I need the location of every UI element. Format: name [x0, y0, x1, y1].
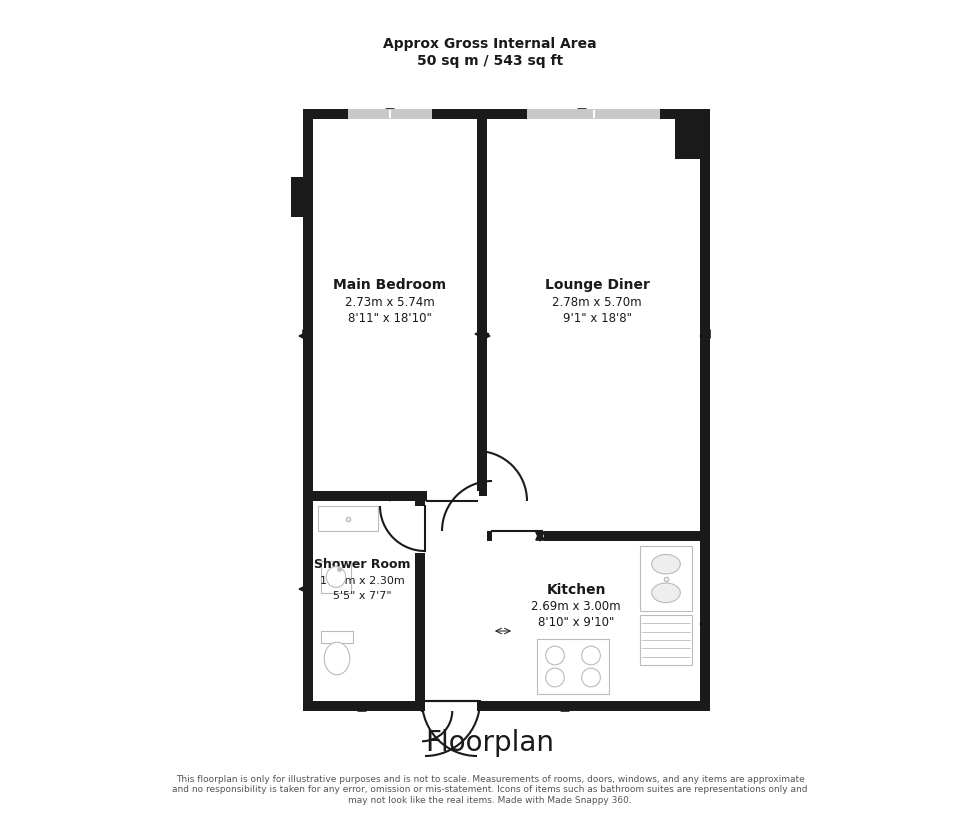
- Bar: [640, 615, 692, 665]
- Polygon shape: [386, 110, 394, 119]
- Text: Approx Gross Internal Area: Approx Gross Internal Area: [383, 37, 597, 51]
- Text: 8'10" x 9'10": 8'10" x 9'10": [538, 616, 614, 629]
- Bar: [320, 497, 390, 502]
- Circle shape: [582, 668, 601, 687]
- Bar: [477, 110, 487, 497]
- Bar: [477, 701, 710, 711]
- Polygon shape: [700, 333, 710, 341]
- Bar: [487, 532, 492, 542]
- Bar: [348, 110, 432, 120]
- Ellipse shape: [326, 567, 346, 588]
- Bar: [291, 178, 313, 217]
- Text: 2.73m x 5.74m: 2.73m x 5.74m: [345, 295, 435, 308]
- Polygon shape: [480, 330, 489, 339]
- Text: Shower Room: Shower Room: [314, 558, 411, 571]
- Ellipse shape: [652, 584, 680, 603]
- Bar: [415, 553, 425, 701]
- Polygon shape: [299, 333, 308, 341]
- Polygon shape: [578, 110, 586, 119]
- Bar: [303, 110, 313, 711]
- Polygon shape: [561, 702, 569, 711]
- Bar: [303, 110, 313, 711]
- Bar: [321, 561, 351, 594]
- Text: Lounge Diner: Lounge Diner: [545, 278, 650, 292]
- Bar: [303, 701, 710, 711]
- Polygon shape: [536, 533, 544, 542]
- Bar: [675, 110, 710, 160]
- Circle shape: [546, 646, 564, 665]
- Bar: [537, 640, 609, 694]
- Text: 2.69m x 3.00m: 2.69m x 3.00m: [531, 599, 620, 613]
- Text: 2.78m x 5.70m: 2.78m x 5.70m: [552, 295, 642, 308]
- Polygon shape: [299, 585, 308, 594]
- Bar: [348, 110, 432, 120]
- Bar: [321, 631, 353, 643]
- Circle shape: [582, 646, 601, 665]
- Bar: [675, 110, 710, 160]
- Bar: [415, 502, 425, 701]
- Bar: [492, 532, 547, 542]
- Polygon shape: [358, 702, 367, 711]
- Text: Floorplan: Floorplan: [425, 728, 555, 756]
- Bar: [477, 110, 487, 492]
- Bar: [544, 532, 700, 542]
- Bar: [313, 492, 427, 502]
- Text: 1.66m x 2.30m: 1.66m x 2.30m: [319, 575, 405, 585]
- Bar: [303, 701, 425, 711]
- Bar: [527, 110, 660, 120]
- Bar: [291, 178, 313, 217]
- Polygon shape: [701, 330, 710, 339]
- Polygon shape: [481, 333, 490, 341]
- Polygon shape: [303, 330, 312, 339]
- Bar: [318, 507, 378, 532]
- Polygon shape: [386, 492, 394, 502]
- Bar: [425, 492, 479, 502]
- Text: This floorplan is only for illustrative purposes and is not to scale. Measuremen: This floorplan is only for illustrative …: [172, 774, 808, 804]
- Polygon shape: [536, 532, 544, 540]
- Polygon shape: [475, 330, 484, 339]
- Text: 5'5" x 7'7": 5'5" x 7'7": [332, 590, 391, 600]
- Bar: [415, 502, 425, 507]
- Text: 50 sq m / 543 sq ft: 50 sq m / 543 sq ft: [416, 54, 564, 68]
- Ellipse shape: [324, 643, 350, 675]
- Text: Main Bedroom: Main Bedroom: [333, 278, 447, 292]
- Bar: [415, 507, 425, 556]
- Bar: [700, 110, 710, 711]
- Polygon shape: [700, 620, 710, 629]
- Bar: [313, 492, 427, 502]
- Bar: [700, 110, 710, 160]
- Bar: [640, 547, 692, 611]
- Bar: [415, 553, 425, 701]
- Bar: [425, 701, 477, 711]
- Bar: [544, 532, 700, 542]
- Bar: [313, 492, 477, 502]
- Circle shape: [546, 668, 564, 687]
- Ellipse shape: [652, 555, 680, 574]
- Bar: [303, 110, 710, 120]
- Bar: [700, 110, 710, 711]
- Bar: [303, 110, 710, 120]
- Bar: [487, 532, 492, 542]
- Bar: [527, 110, 660, 120]
- Text: 9'1" x 18'8": 9'1" x 18'8": [563, 311, 631, 324]
- Bar: [487, 532, 700, 542]
- Text: Kitchen: Kitchen: [546, 583, 606, 596]
- Text: 8'11" x 18'10": 8'11" x 18'10": [348, 311, 432, 324]
